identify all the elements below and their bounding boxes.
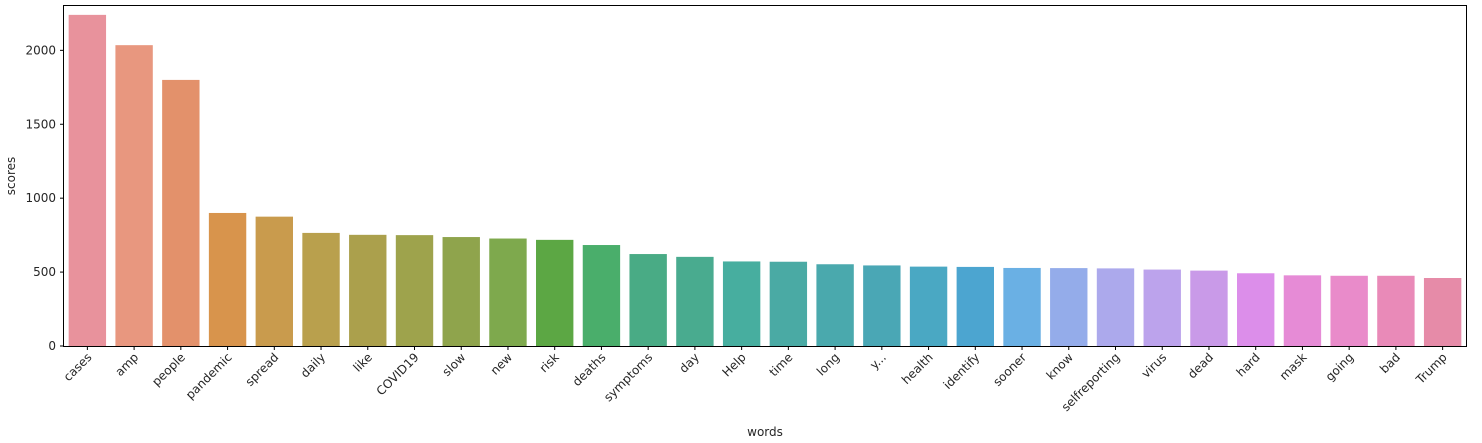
bar-Help [722,261,761,346]
bar-amp [115,45,153,347]
bar-people [162,79,200,346]
bars [68,14,1462,347]
x-tick-label: time [766,350,795,379]
x-tick-label: COVID19 [374,350,422,398]
bar-risk [536,239,574,346]
bar-time [769,261,808,346]
bar-know [1050,268,1088,346]
y-axis: 0 500 1000 1500 2000 [25,43,64,353]
x-tick-label: identify [941,350,983,392]
bar-new [489,238,527,346]
x-tick-label: symptoms [601,350,655,404]
x-tick-label: virus [1139,350,1170,381]
x-tick-label: mask [1277,350,1310,383]
x-tick-label: daily [298,350,328,380]
y-tick-label: 2000 [25,43,56,57]
bar-COVID19 [395,235,434,346]
bar-health [909,266,948,346]
bar-dead [1190,270,1228,346]
bar-sooner [1003,267,1041,346]
x-tick-label: know [1044,350,1076,382]
y-axis-label: scores [4,157,18,196]
x-tick-label: people [149,350,188,389]
x-tick-label: pandemic [183,350,235,402]
x-tick-label: day [677,350,703,376]
y-tick-label: 0 [48,339,56,353]
y-tick-label: 1500 [25,117,56,131]
x-tick-label: bad [1377,350,1403,376]
bar-going [1330,275,1368,346]
bar-selfreporting [1096,268,1135,346]
x-tick-label: health [899,350,936,387]
x-tick-label: spread [243,350,282,389]
bar-Trump [1423,278,1462,346]
bar-deaths [582,245,621,346]
bar-slow [442,237,480,346]
y-tick-label: 500 [33,265,56,279]
bar-virus [1143,269,1181,346]
bar-like [349,234,387,346]
bar-spread [255,216,293,346]
bar-cases [68,14,107,347]
x-tick-label: like [350,350,374,374]
x-tick-label: long [814,350,842,378]
x-tick-label: dead [1185,350,1216,381]
x-tick-label: going [1323,350,1357,384]
x-tick-label: hard [1234,350,1263,379]
bar-day [676,256,714,346]
x-tick-label: y... [867,350,889,372]
y-tick-label: 1000 [25,191,56,205]
x-tick-label: deaths [570,350,609,389]
bar-daily [302,232,340,346]
bar-symptoms [629,254,667,346]
x-tick-label: Help [719,350,748,379]
x-tick-label: slow [440,350,469,379]
plot-frame [63,5,1467,347]
x-tick-label: sooner [990,350,1029,389]
bar-long [816,264,854,346]
x-tick-label: risk [537,350,562,375]
x-tick-label: Trump [1413,350,1450,387]
bar-mask [1283,275,1322,346]
bar-bad [1377,275,1415,346]
bar-hard [1237,273,1275,346]
x-tick-label: amp [112,350,141,379]
x-axis-label: words [747,425,783,439]
bar-pandemic [208,212,247,346]
bar-identify [956,266,994,346]
bar-y... [863,265,901,346]
x-tick-label: cases [61,350,95,384]
x-tick-label: new [488,350,516,378]
